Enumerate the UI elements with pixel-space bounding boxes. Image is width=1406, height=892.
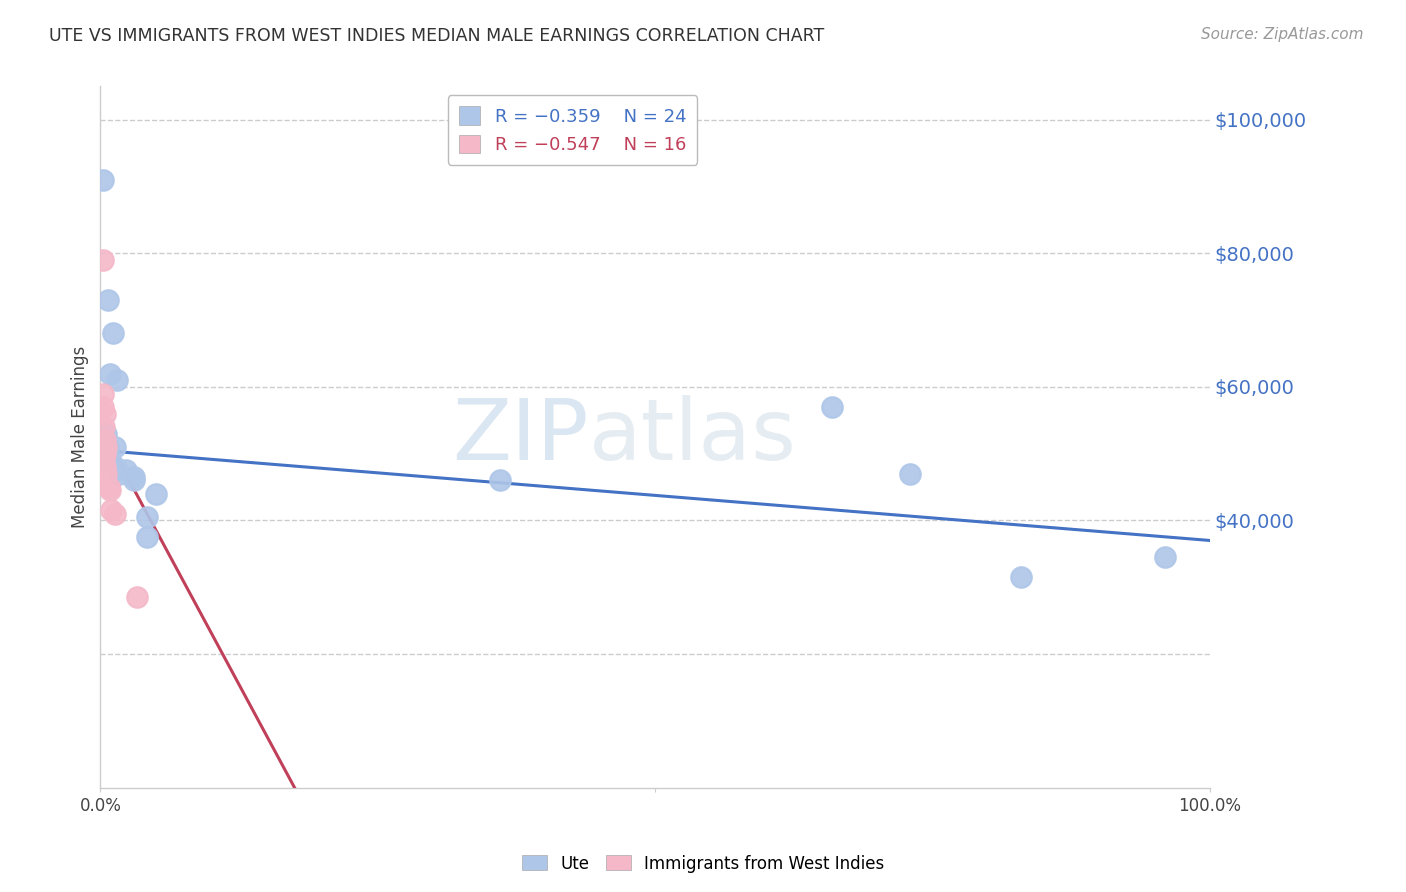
Text: ZIP: ZIP — [451, 395, 589, 478]
Point — [821, 400, 844, 414]
Point — [97, 293, 120, 307]
Point — [94, 447, 117, 461]
Text: atlas: atlas — [589, 395, 796, 478]
Text: UTE VS IMMIGRANTS FROM WEST INDIES MEDIAN MALE EARNINGS CORRELATION CHART: UTE VS IMMIGRANTS FROM WEST INDIES MEDIA… — [49, 27, 824, 45]
Point — [94, 407, 117, 421]
Point — [97, 440, 120, 454]
Legend: Ute, Immigrants from West Indies: Ute, Immigrants from West Indies — [515, 848, 891, 880]
Point — [122, 474, 145, 488]
Point — [93, 453, 115, 467]
Point — [488, 474, 510, 488]
Point — [108, 467, 131, 481]
Point — [91, 173, 114, 187]
Point — [122, 470, 145, 484]
Y-axis label: Median Male Earnings: Median Male Earnings — [72, 346, 89, 528]
Text: Source: ZipAtlas.com: Source: ZipAtlas.com — [1201, 27, 1364, 42]
Point — [94, 426, 117, 441]
Legend: R = −0.359    N = 24, R = −0.547    N = 16: R = −0.359 N = 24, R = −0.547 N = 16 — [447, 95, 697, 165]
Point — [98, 457, 121, 471]
Point — [105, 463, 128, 477]
Point — [91, 252, 114, 267]
Point — [104, 440, 127, 454]
Point — [101, 326, 124, 341]
Point — [104, 460, 127, 475]
Point — [898, 467, 921, 481]
Point — [98, 367, 121, 381]
Point — [104, 507, 127, 521]
Point — [94, 467, 117, 481]
Point — [97, 447, 120, 461]
Point — [91, 400, 114, 414]
Point — [100, 503, 122, 517]
Point — [115, 463, 138, 477]
Point — [1154, 550, 1177, 565]
Point — [105, 373, 128, 387]
Point — [98, 483, 121, 498]
Point — [98, 480, 121, 494]
Point — [93, 420, 115, 434]
Point — [145, 486, 167, 500]
Point — [136, 510, 159, 524]
Point — [94, 440, 117, 454]
Point — [91, 386, 114, 401]
Point — [1010, 570, 1032, 584]
Point — [94, 434, 117, 448]
Point — [136, 530, 159, 544]
Point — [98, 453, 121, 467]
Point — [94, 460, 117, 475]
Point — [125, 591, 148, 605]
